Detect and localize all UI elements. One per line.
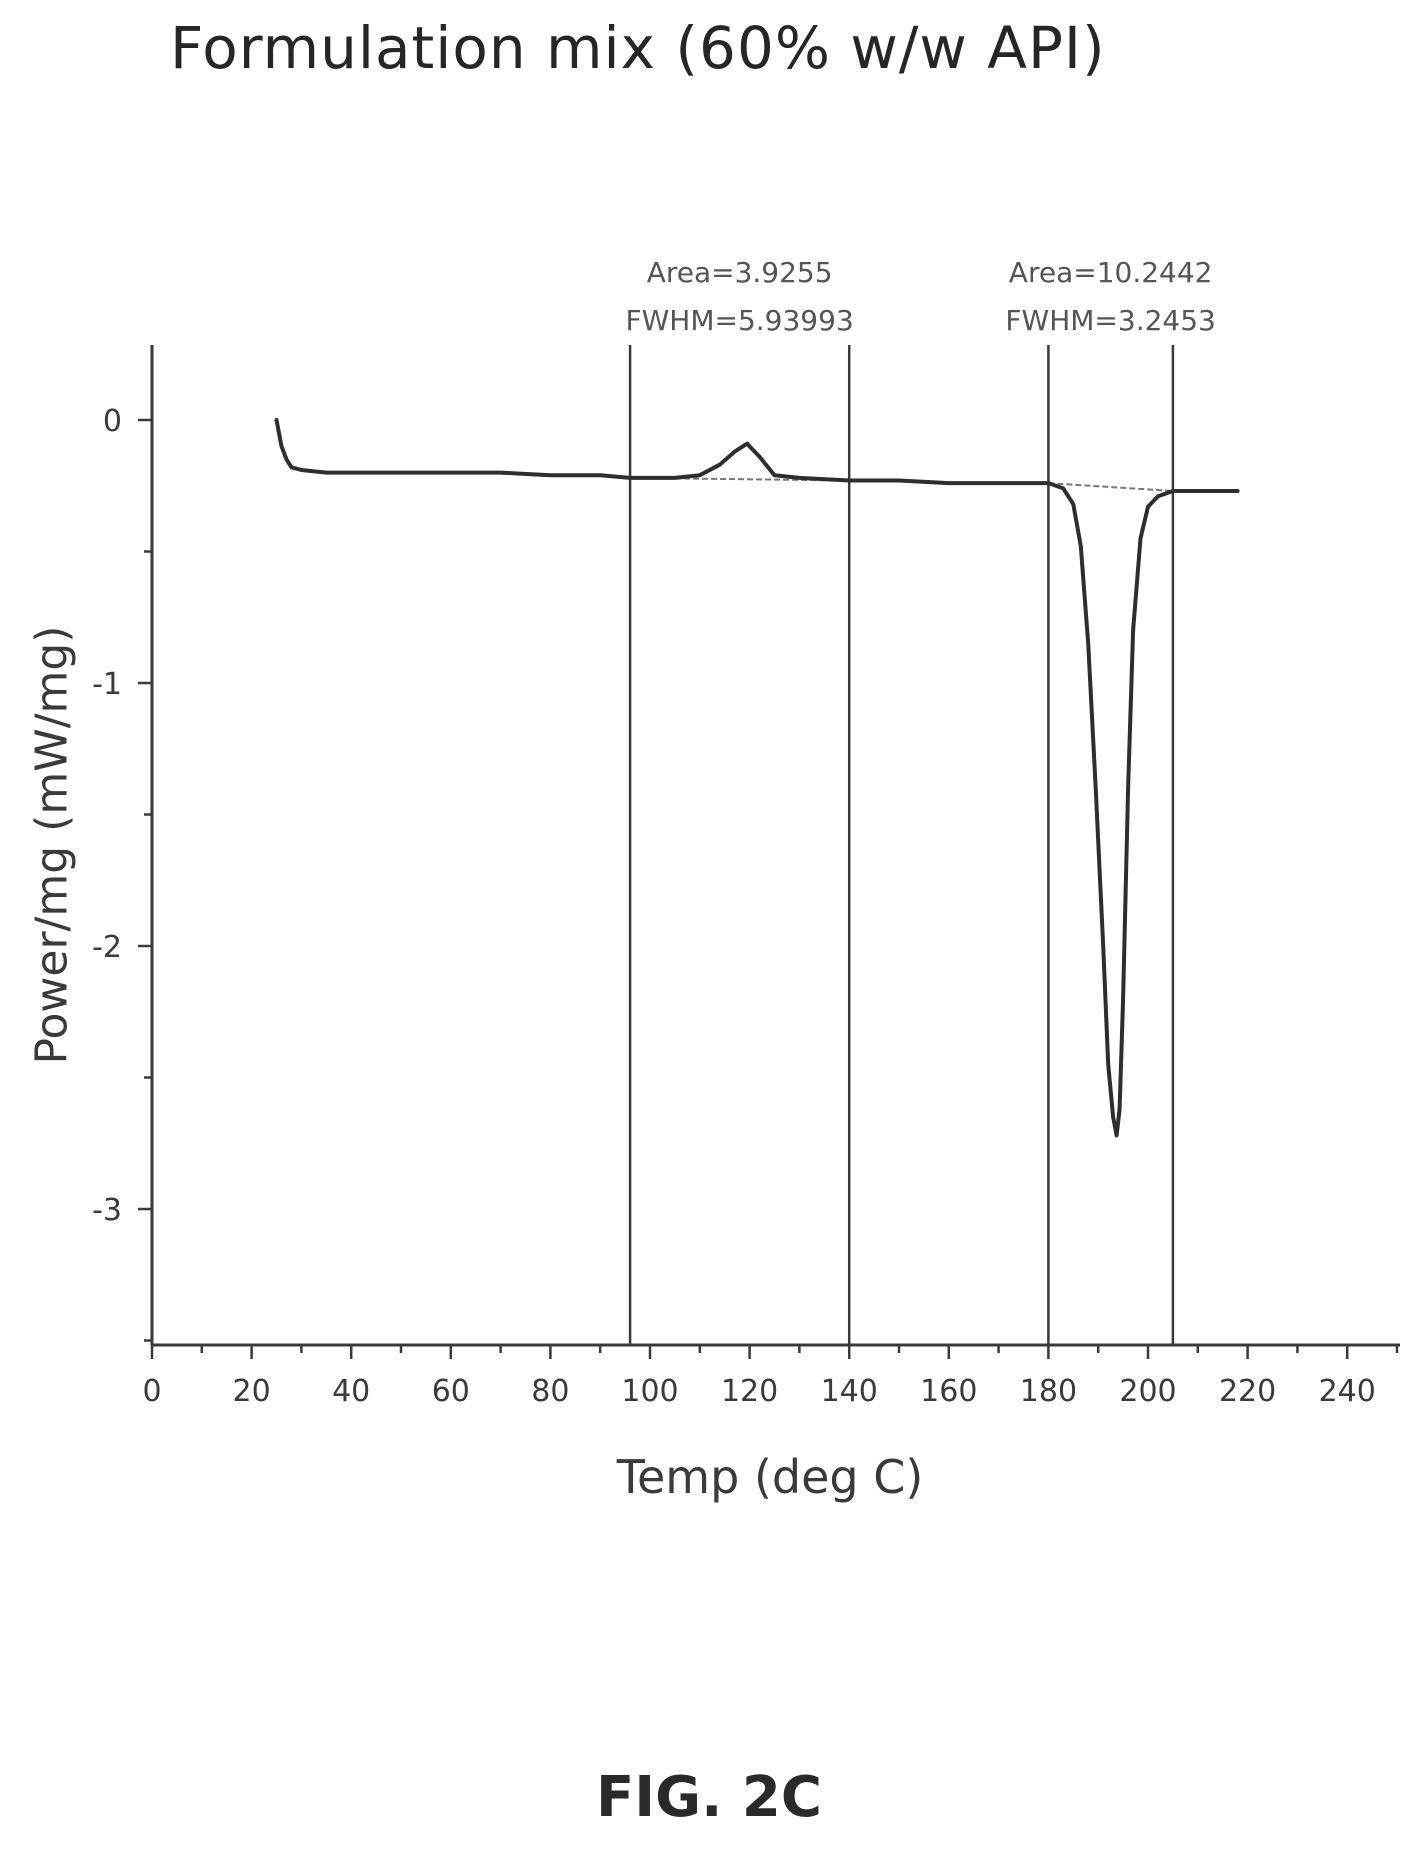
x-tick-label: 180	[1020, 1374, 1077, 1409]
x-axis-label: Temp (deg C)	[616, 1450, 924, 1504]
x-tick-label: 60	[432, 1374, 470, 1409]
dsc-plot: Area=3.9255 FWHM=5.93993 Area=10.2442 FWHM=…	[92, 256, 1400, 1409]
x-tick-label: 0	[142, 1374, 161, 1409]
y-tick-label: 0	[103, 404, 122, 439]
x-tick-label: 220	[1219, 1374, 1276, 1409]
annotation-area: Area=10.2442	[1009, 256, 1213, 289]
figure-label: FIG. 2C	[596, 1765, 822, 1830]
x-tick-label: 240	[1319, 1374, 1376, 1409]
baseline	[1048, 482, 1173, 493]
annotation-fwhm: FWHM=3.2453	[1005, 304, 1215, 337]
x-tick-label: 120	[721, 1374, 778, 1409]
chart-title: Formulation mix (60% w/w API)	[170, 14, 1106, 82]
y-tick-label: -3	[92, 1193, 122, 1228]
series	[274, 418, 1240, 1138]
x-tick-label: 80	[531, 1374, 569, 1409]
dsc-curve	[274, 418, 1240, 1138]
x-tick-label: 40	[332, 1374, 370, 1409]
y-tick-label: -1	[92, 667, 122, 702]
annotation-area: Area=3.9255	[647, 256, 833, 289]
x-tick-label: 200	[1119, 1374, 1176, 1409]
vertical-lines	[628, 345, 1175, 1345]
x-tick-label: 140	[821, 1374, 878, 1409]
x-tick-label: 20	[233, 1374, 271, 1409]
x-tick-label: 100	[621, 1374, 678, 1409]
annotation-fwhm: FWHM=5.93993	[626, 304, 854, 337]
annotations: Area=3.9255 FWHM=5.93993 Area=10.2442 FWHM=…	[626, 256, 1216, 337]
y-tick-label: -2	[92, 930, 122, 965]
axes: 0 20 40 60 80 100 120 140 160 180 200 220 240 0 -1 -2 -3	[92, 345, 1400, 1409]
x-tick-label: 160	[920, 1374, 977, 1409]
